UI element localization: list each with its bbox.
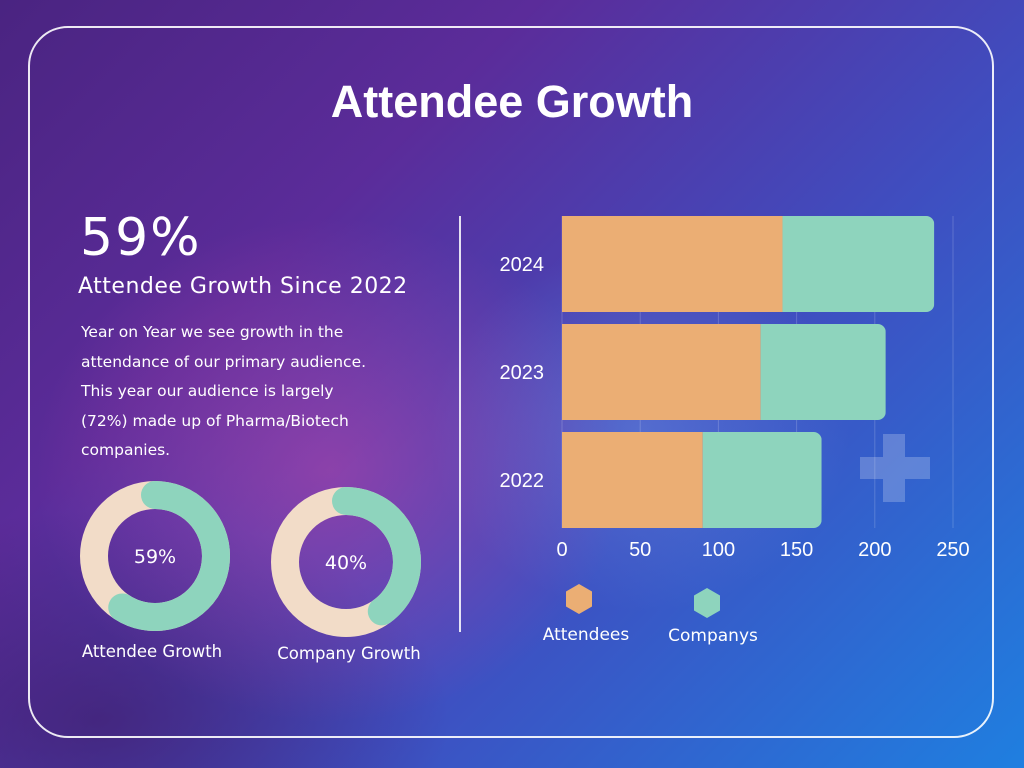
x-tick-label: 0: [556, 539, 567, 561]
legend-swatch-companys: [694, 588, 720, 618]
bar-attendees-2024: [562, 216, 783, 312]
bar-row-2024: [562, 216, 935, 312]
content-frame: [28, 26, 994, 738]
bar-row-2022: [562, 432, 822, 528]
bar-attendees-2022: [562, 432, 703, 528]
bar-companys-2022: [702, 432, 822, 528]
x-tick-label: 50: [629, 539, 651, 561]
attendee-growth-donut: 59%: [80, 481, 230, 631]
page-title: Attendee Growth: [330, 76, 694, 127]
description-line: Year on Year we see growth in the: [81, 323, 344, 341]
headline-stat: 59%: [80, 208, 202, 268]
bar-companys-2023: [760, 324, 886, 420]
x-tick-label: 150: [780, 539, 813, 561]
legend-label-companys: Companys: [668, 626, 758, 646]
y-category-label: 2024: [500, 254, 545, 276]
donut-center-value: 59%: [134, 546, 176, 568]
x-tick-label: 200: [858, 539, 891, 561]
legend-swatch-attendees: [566, 584, 592, 614]
donut-value-arc: [80, 481, 230, 631]
bar-attendees-2023: [562, 324, 761, 420]
attendee-growth-caption: Attendee Growth: [81, 642, 223, 661]
donut-center-value: 40%: [325, 552, 367, 574]
bar-row-2023: [562, 324, 886, 420]
medical-cross-icon: [860, 434, 930, 502]
description-line: This year our audience is largely: [81, 382, 334, 400]
description-text: Year on Year we see growth in the attend…: [81, 318, 421, 466]
x-tick-label: 100: [702, 539, 735, 561]
description-line: attendance of our primary audience.: [81, 352, 367, 371]
legend-label-attendees: Attendees: [543, 625, 630, 645]
description-line: (72%) made up of Pharma/Biotech: [81, 411, 349, 430]
y-category-label: 2022: [500, 470, 545, 492]
description-line: companies.: [81, 441, 171, 459]
section-divider: [459, 216, 461, 632]
donut-value-arc: [271, 487, 421, 637]
x-tick-label: 250: [936, 539, 969, 561]
company-growth-caption: Company Growth: [277, 644, 421, 663]
headline-caption: Attendee Growth Since 2022: [78, 274, 408, 299]
company-growth-donut: 40%: [271, 487, 421, 637]
y-category-label: 2023: [500, 362, 545, 384]
bar-companys-2024: [782, 216, 935, 312]
